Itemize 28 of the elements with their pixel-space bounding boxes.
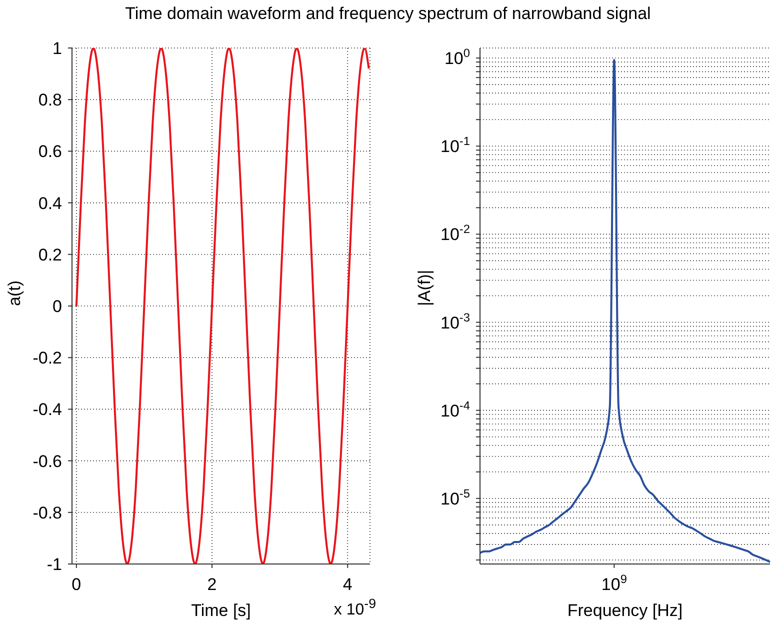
y-tick-label: 10$^{-1}$: [440, 134, 470, 156]
y-tick-label: 10$^{-2}$: [440, 222, 470, 244]
y-tick-label: 10$^{-4}$: [440, 398, 470, 420]
y-tick-label: -0.6: [32, 452, 62, 471]
y-axis-title: a(t): [5, 280, 24, 306]
y-axis-title: |A(f)|: [415, 270, 434, 306]
x-tick-label: 4: [342, 575, 352, 594]
chart-title: Time domain waveform and frequency spectrum of narrowband signal: [124, 4, 652, 24]
y-tick-label: -0.4: [32, 400, 62, 420]
y-tick-label: -1: [46, 555, 62, 574]
y-tick-label: 0: [52, 297, 62, 316]
y-tick-label: 0.6: [38, 142, 62, 162]
line-series: [75, 48, 370, 564]
y-tick-label: 10$^{-3}$: [440, 310, 470, 332]
x-axis-title: Frequency [Hz]: [567, 601, 683, 620]
y-tick-label: -0.2: [32, 348, 62, 368]
y-tick-label: 0.2: [38, 245, 62, 264]
y-tick-label: 0.8: [38, 90, 62, 110]
x-tick-label: 10$^{9}$: [601, 572, 628, 594]
x-tick-label: 0: [72, 575, 82, 594]
x-axis-title: Time [s]: [191, 601, 251, 620]
text: x 10$^{-9}$: [334, 596, 376, 620]
x-tick-label: 2: [207, 575, 217, 594]
y-tick-label: -0.8: [32, 503, 62, 522]
y-tick-label: 0.4: [38, 194, 62, 213]
y-tick-label: 10$^{-5}$: [440, 486, 470, 508]
y-tick-label: 10$^{0}$: [444, 46, 470, 68]
y-tick-label: 1: [52, 39, 62, 58]
